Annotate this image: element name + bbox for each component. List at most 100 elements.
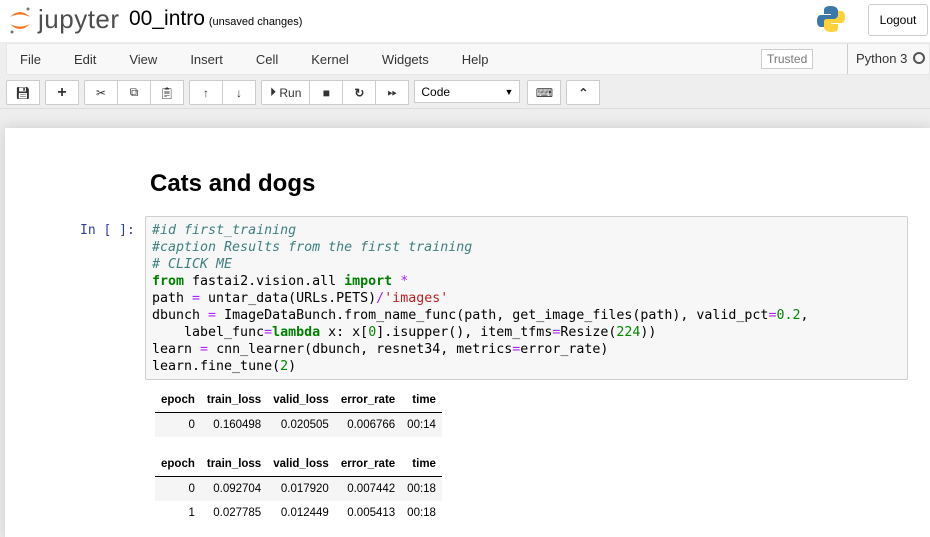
code-token: = bbox=[200, 342, 209, 357]
code-token: path bbox=[152, 291, 193, 306]
code-token: 'images' bbox=[384, 291, 449, 306]
code-line: # CLICK ME bbox=[152, 256, 901, 273]
table-cell: 0 bbox=[188, 483, 195, 495]
plus-icon: + bbox=[57, 83, 67, 101]
jupyter-logo-icon bbox=[10, 7, 30, 33]
paste-button[interactable]: 📋︎ bbox=[150, 80, 184, 105]
save-status: (unsaved changes) bbox=[208, 16, 303, 28]
code-token: = bbox=[512, 342, 521, 357]
divider bbox=[0, 108, 930, 109]
menu-cell[interactable]: Cell bbox=[255, 51, 279, 67]
table-cell: 0.020505 bbox=[280, 419, 329, 431]
code-line: #id first_training bbox=[152, 222, 901, 239]
code-cell-editor[interactable]: #id first_training #caption Results from … bbox=[145, 216, 908, 380]
code-token: = bbox=[192, 291, 201, 306]
code-token: = bbox=[768, 308, 777, 323]
menu-kernel[interactable]: Kernel bbox=[311, 51, 349, 67]
notebook-title[interactable]: 00_intro bbox=[129, 7, 205, 30]
run-all-button[interactable]: ⏩︎ bbox=[375, 80, 410, 105]
insert-cell-button[interactable]: + bbox=[45, 80, 79, 105]
column-header: error_rate bbox=[334, 390, 402, 413]
menu-file[interactable]: File bbox=[20, 51, 41, 67]
menu-edit[interactable]: Edit bbox=[73, 51, 97, 67]
python-logo-icon bbox=[817, 6, 845, 32]
code-token: = bbox=[208, 308, 217, 323]
table-cell: 0.007442 bbox=[347, 483, 396, 495]
output-table: epoch train_loss valid_loss error_rate time 0… bbox=[155, 454, 442, 525]
kernel-idle-icon bbox=[913, 52, 926, 64]
step-forward-icon: ⏵︎ bbox=[270, 85, 277, 99]
menu-insert[interactable]: Insert bbox=[190, 51, 223, 67]
column-header: time bbox=[401, 454, 442, 477]
code-token: x: x[ bbox=[320, 325, 369, 340]
jupyter-logo[interactable]: jupyter bbox=[8, 4, 120, 35]
save-button[interactable]: 💾︎ bbox=[6, 80, 40, 105]
table-cell: 1 bbox=[188, 507, 195, 519]
menu-view[interactable]: View bbox=[129, 51, 158, 67]
toggle-header-button[interactable]: ⌃ bbox=[566, 80, 601, 105]
table-row: 0 0.160498 0.020505 0.006766 00:14 bbox=[155, 412, 442, 437]
caret-down-icon: ▼ bbox=[504, 86, 514, 97]
code-line: learn.fine_tune(2) bbox=[152, 358, 901, 375]
column-header: valid_loss bbox=[267, 454, 335, 477]
code-token: import bbox=[344, 274, 393, 289]
run-button[interactable]: ⏵︎ Run bbox=[261, 80, 311, 105]
arrow-up-icon: ↑ bbox=[203, 85, 209, 100]
restart-button[interactable]: ↻ bbox=[342, 80, 377, 105]
table-cell: 0.012449 bbox=[280, 507, 329, 519]
toolbar: 💾︎ + ✂ ⧉ 📋︎ ↑ ↓ ⏵︎ Run ■ ↻ ⏩︎ Code ▼ ⌨ ⌃ bbox=[6, 80, 605, 105]
code-token: # CLICK ME bbox=[152, 257, 233, 272]
code-token: = bbox=[552, 325, 561, 340]
code-token: error_rate) bbox=[520, 342, 609, 357]
column-header: epoch bbox=[155, 390, 201, 413]
kernel-indicator: Python 3 bbox=[847, 44, 926, 74]
table-cell: 0.006766 bbox=[347, 419, 396, 431]
code-token: #id first_training bbox=[152, 223, 297, 238]
copy-button[interactable]: ⧉ bbox=[117, 80, 151, 105]
copy-icon: ⧉ bbox=[129, 85, 139, 99]
table-row: 1 0.027785 0.012449 0.005413 00:18 bbox=[155, 501, 442, 525]
code-line: learn = cnn_learner(dbunch, resnet34, me… bbox=[152, 341, 901, 358]
table-cell: 0.005413 bbox=[347, 507, 396, 519]
code-token: learn bbox=[152, 342, 201, 357]
notebook-page: Cats and dogs In [ ]: #id first_training… bbox=[5, 128, 930, 537]
menu-help[interactable]: Help bbox=[461, 51, 489, 67]
markdown-heading[interactable]: Cats and dogs bbox=[150, 170, 316, 197]
code-token: lambda bbox=[272, 325, 321, 340]
cell-type-select[interactable]: Code ▼ bbox=[414, 80, 521, 103]
move-down-button[interactable]: ↓ bbox=[222, 80, 256, 105]
header: jupyter 00_intro (unsaved changes) Logout bbox=[0, 0, 930, 42]
notebook-name[interactable]: 00_intro (unsaved changes) bbox=[129, 7, 302, 31]
code-token: fastai2.vision.all bbox=[184, 274, 345, 289]
run-label: Run bbox=[279, 85, 302, 100]
column-header: train_loss bbox=[200, 454, 268, 477]
stop-icon: ■ bbox=[322, 85, 330, 100]
move-up-button[interactable]: ↑ bbox=[189, 80, 223, 105]
table-cell: 00:18 bbox=[407, 507, 436, 519]
column-header: error_rate bbox=[334, 454, 402, 477]
logout-button[interactable]: Logout bbox=[868, 4, 928, 36]
interrupt-button[interactable]: ■ bbox=[309, 80, 344, 105]
cut-button[interactable]: ✂ bbox=[84, 80, 118, 105]
logo-text: jupyter bbox=[38, 4, 120, 34]
code-token: untar_data(URLs.PETS) bbox=[200, 291, 377, 306]
code-token bbox=[392, 274, 400, 289]
code-token: label_func bbox=[152, 325, 265, 340]
keyboard-shortcuts-button[interactable]: ⌨ bbox=[527, 80, 562, 105]
code-token: * bbox=[400, 274, 409, 289]
menubar: File Edit View Insert Cell Kernel Widget… bbox=[6, 43, 930, 75]
code-line: from fastai2.vision.all import * bbox=[152, 273, 901, 290]
column-header: train_loss bbox=[200, 390, 268, 413]
code-line: label_func=lambda x: x[0].isupper(), ite… bbox=[152, 324, 901, 341]
table-cell: 0 bbox=[188, 419, 195, 431]
table-cell: 0.160498 bbox=[213, 419, 262, 431]
chevron-up-icon: ⌃ bbox=[578, 85, 589, 100]
table-header-row: epoch train_loss valid_loss error_rate time bbox=[155, 390, 442, 413]
table-cell: 0.027785 bbox=[213, 507, 262, 519]
input-prompt: In [ ]: bbox=[80, 223, 135, 238]
code-token: ImageDataBunch.from_name_func(path, get_… bbox=[216, 308, 769, 323]
trusted-badge[interactable]: Trusted bbox=[761, 49, 814, 69]
code-token: 0 bbox=[368, 325, 377, 340]
menu-widgets[interactable]: Widgets bbox=[381, 51, 429, 67]
code-token: dbunch bbox=[152, 308, 209, 323]
